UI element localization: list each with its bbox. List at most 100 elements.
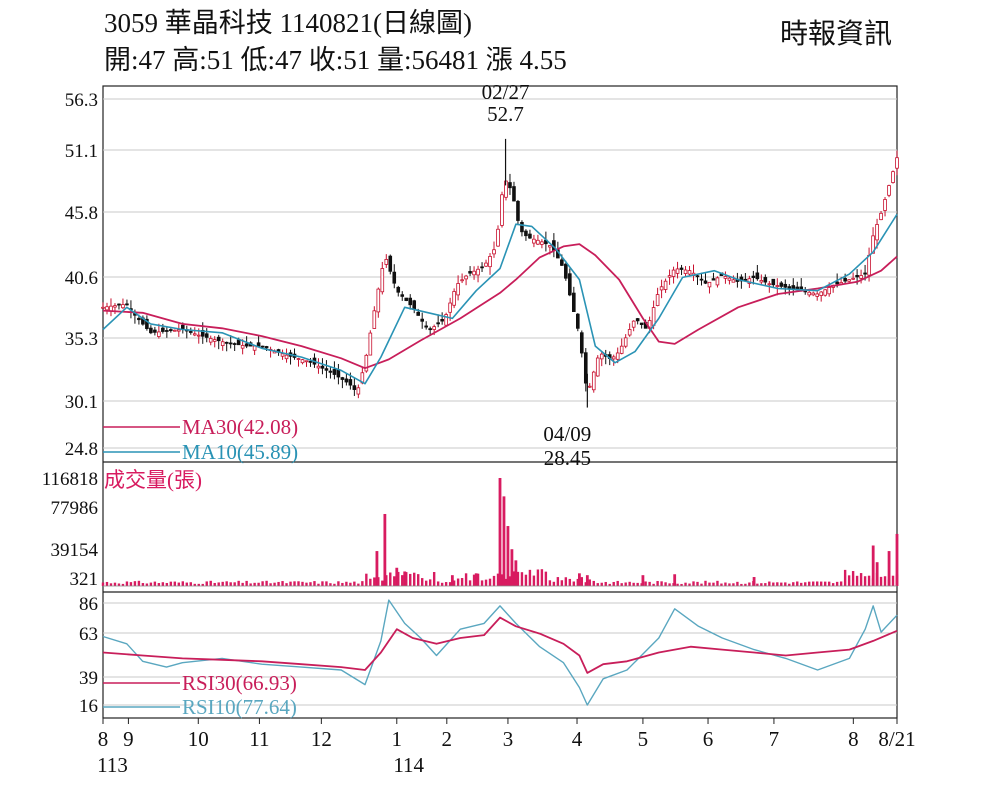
volume-bar (375, 551, 379, 586)
volume-bar (784, 582, 787, 586)
volume-bar (209, 580, 212, 586)
candle-up (496, 228, 500, 247)
candle-down (468, 271, 472, 274)
volume-bar (329, 583, 332, 586)
volume-bar (696, 581, 699, 586)
candle-down (512, 186, 516, 202)
volume-y-tick: 321 (70, 569, 99, 590)
candle-up (627, 329, 632, 336)
candle-down (332, 369, 337, 375)
volume-bar (704, 580, 707, 586)
volume-bar (417, 574, 420, 586)
volume-y-tick: 77986 (51, 498, 99, 519)
candle-down (412, 300, 417, 310)
candle-down (855, 275, 859, 278)
candle-down (236, 339, 241, 346)
candle-up (847, 279, 851, 282)
volume-y-tick: 39154 (51, 540, 99, 561)
volume-bar (652, 583, 655, 586)
candle-down (169, 329, 173, 332)
volume-bar (812, 581, 815, 586)
volume-bar (851, 571, 855, 586)
x-month-label: 5 (638, 727, 649, 751)
volume-bar (692, 581, 695, 586)
candle-down (324, 368, 329, 371)
x-month-label: 6 (703, 727, 714, 751)
candle-up (619, 345, 624, 354)
volume-bar (835, 581, 839, 586)
candle-up (723, 276, 728, 279)
candle-up (895, 157, 899, 169)
volume-bar (321, 581, 324, 586)
volume-bar (748, 582, 751, 586)
volume-bar (129, 582, 133, 586)
candle-down (328, 370, 333, 373)
candle-up (548, 245, 552, 248)
volume-bar (524, 574, 528, 586)
volume-bar (349, 582, 352, 586)
candle-down (520, 221, 524, 233)
volume-bar (510, 549, 514, 586)
volume-bar (413, 572, 416, 586)
volume-bar (452, 580, 456, 586)
volume-bar (277, 581, 280, 586)
volume-bar (253, 582, 256, 586)
candle-down (224, 341, 229, 344)
candle-down (228, 342, 233, 345)
volume-bar (153, 581, 157, 586)
x-month-label: 10 (188, 727, 209, 751)
volume-bar (578, 573, 581, 586)
candle-down (779, 282, 784, 287)
volume-bar (600, 582, 603, 586)
volume-bar (668, 583, 671, 586)
volume-bar (887, 551, 891, 586)
volume-bar (317, 583, 320, 586)
volume-bar (632, 582, 635, 586)
rsi-y-tick: 39 (79, 668, 98, 689)
ma30-legend-label: MA30(42.08) (182, 415, 298, 439)
x-month-label: 8/21 (878, 727, 915, 751)
rsi10-line (102, 599, 898, 706)
volume-bar (205, 581, 208, 586)
x-month-label: 12 (311, 727, 332, 751)
candle-up (851, 277, 855, 280)
volume-bar (397, 571, 400, 586)
candle-down (424, 325, 428, 328)
candle-up (623, 337, 628, 347)
candle-up (280, 353, 285, 357)
volume-bar (612, 581, 615, 586)
volume-bar (804, 582, 807, 586)
candle-down (428, 328, 432, 331)
candle-up (767, 283, 772, 286)
candle-down (336, 369, 341, 378)
candle-down (695, 275, 700, 278)
volume-y-tick: 116818 (42, 469, 98, 490)
volume-bar (161, 582, 165, 586)
candle-up (540, 241, 544, 245)
volume-bar (552, 581, 556, 586)
candle-up (631, 320, 636, 328)
volume-bar (261, 581, 264, 586)
candle-up (827, 287, 831, 295)
candle-up (536, 239, 540, 245)
volume-bar (708, 582, 711, 586)
candle-up (448, 302, 452, 313)
volume-bar (660, 581, 663, 586)
candle-up (101, 306, 105, 309)
candle-down (204, 333, 209, 338)
candle-up (368, 332, 373, 356)
candle-down (137, 317, 141, 321)
candle-up (284, 354, 289, 360)
ma30-line (102, 243, 898, 370)
candle-down (743, 278, 748, 281)
volume-bar (281, 581, 284, 586)
volume-bar (839, 581, 843, 586)
volume-bar (520, 572, 524, 586)
volume-bar (760, 583, 763, 586)
volume-bar (736, 581, 739, 586)
candle-up (300, 359, 305, 364)
candle-up (683, 269, 688, 274)
candle-up (615, 352, 620, 360)
volume-bar (257, 582, 260, 586)
volume-bar (450, 575, 454, 586)
